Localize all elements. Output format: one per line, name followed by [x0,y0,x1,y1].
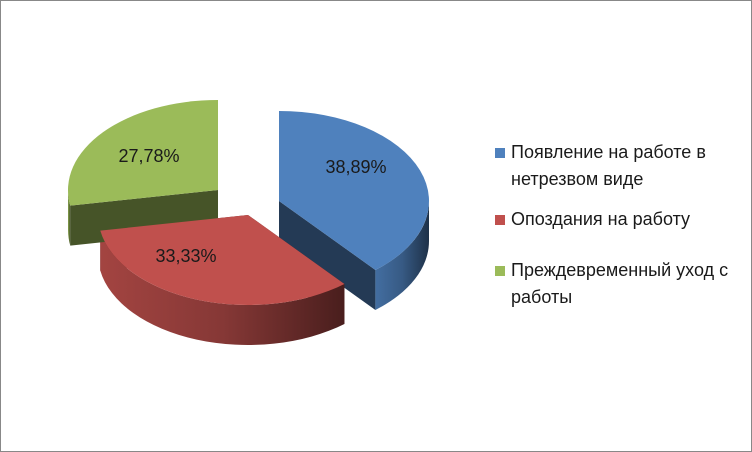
legend-swatch-early-leave [495,266,505,276]
slice-cut-face-sober-1 [279,201,376,310]
legend-swatch-sober [495,148,505,158]
pie-value-labels: 38,89% 33,33% 27,78% [118,146,386,266]
slice-outer-wall-early-leave-0 [68,190,71,246]
legend-label-late: Опоздания на работу [511,209,691,229]
legend-item-late: Опоздания на работу [495,206,745,233]
legend: Появление на работе в нетрезвом виде Опо… [495,139,745,311]
slice-early-leave [67,100,218,206]
slice-value-label-sober: 38,89% [325,157,386,177]
legend-label-sober: Появление на работе в нетрезвом виде [511,142,706,189]
slice-value-label-late: 33,33% [155,246,216,266]
legend-swatch-late [495,215,505,225]
legend-item-early-leave: Преждевременный уход с работы [495,257,745,311]
slice-outer-wall-sober-0 [375,201,430,310]
slice-value-label-early-leave: 27,78% [118,146,179,166]
pie-tops [67,100,430,306]
slice-late [100,215,345,306]
legend-item-sober: Появление на работе в нетрезвом виде [495,139,745,193]
slice-outer-wall-late-0 [100,230,345,345]
slice-sober [279,111,430,270]
legend-label-early-leave: Преждевременный уход с работы [511,260,729,307]
